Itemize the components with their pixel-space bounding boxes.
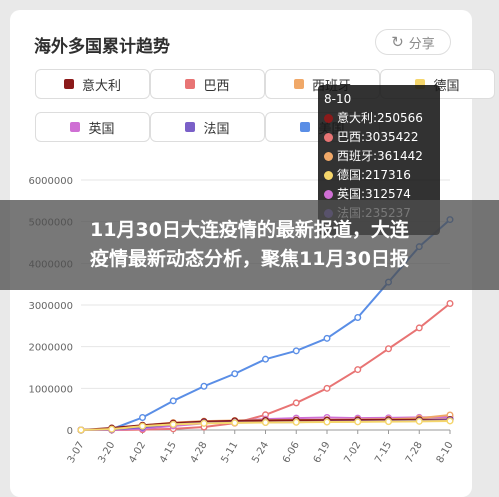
- data-point[interactable]: [169, 420, 177, 428]
- legend-swatch: [63, 79, 74, 89]
- legend-swatch: [185, 122, 196, 132]
- y-tick-label: 0: [67, 426, 73, 437]
- tooltip-series-dot: [324, 190, 333, 199]
- banner-line-2: 疫情最新动态分析，聚焦11月30日报: [90, 248, 409, 270]
- tooltip-series-dot: [324, 133, 333, 142]
- tooltip-row: 英国:312574: [324, 185, 434, 204]
- data-point[interactable]: [354, 366, 362, 374]
- tooltip-row-text: 西班牙:361442: [337, 149, 423, 163]
- y-tick-label: 1000000: [28, 384, 73, 395]
- x-tick-label: 3-07: [66, 440, 87, 465]
- chart-title: 海外多国累计趋势: [34, 37, 170, 57]
- tooltip-row: 巴西:3035422: [324, 128, 434, 147]
- data-point[interactable]: [138, 422, 146, 430]
- refresh-share-icon: ↻: [391, 32, 404, 51]
- share-label: 分享: [408, 36, 435, 52]
- y-tick-label: 2000000: [28, 343, 73, 354]
- data-point[interactable]: [231, 419, 239, 427]
- data-point[interactable]: [323, 334, 331, 342]
- data-point[interactable]: [77, 426, 85, 434]
- banner-line-1: 11月30日大连疫情的最新报道，大连: [90, 219, 409, 241]
- legend-label: 巴西: [203, 78, 230, 94]
- legend-item[interactable]: 巴西: [150, 69, 265, 99]
- data-point[interactable]: [262, 355, 270, 363]
- data-point[interactable]: [200, 382, 208, 390]
- x-tick-label: 7-28: [404, 440, 425, 465]
- x-tick-label: 6-19: [312, 440, 333, 465]
- tooltip-row: 意大利:250566: [324, 109, 434, 128]
- data-point[interactable]: [292, 418, 300, 426]
- tooltip-row-text: 巴西:3035422: [337, 130, 419, 144]
- x-tick-label: 4-28: [189, 440, 210, 465]
- x-tick-label: 6-06: [281, 440, 302, 465]
- legend-label: 英国: [88, 121, 115, 137]
- x-tick-label: 5-24: [250, 440, 271, 465]
- data-point[interactable]: [354, 314, 362, 322]
- tooltip-row: 西班牙:361442: [324, 147, 434, 166]
- tooltip-row-text: 德国:217316: [337, 168, 411, 182]
- data-point[interactable]: [169, 397, 177, 405]
- x-tick-label: 4-15: [158, 440, 179, 465]
- legend-label: 法国: [203, 121, 230, 137]
- tooltip-row: 德国:217316: [324, 166, 434, 185]
- data-point[interactable]: [354, 418, 362, 426]
- legend-swatch: [185, 79, 196, 89]
- x-tick-label: 5-11: [219, 440, 240, 465]
- data-point[interactable]: [385, 345, 393, 353]
- data-point[interactable]: [108, 425, 116, 433]
- series-line: [81, 302, 451, 431]
- legend-swatch: [70, 122, 81, 132]
- data-point[interactable]: [231, 370, 239, 378]
- tooltip-row-text: 意大利:250566: [337, 111, 423, 125]
- tooltip-title: 8-10: [324, 92, 352, 106]
- data-point[interactable]: [446, 300, 454, 308]
- x-tick-label: 3-20: [96, 440, 117, 465]
- x-tick-label: 7-02: [342, 440, 363, 465]
- data-point[interactable]: [323, 418, 331, 426]
- tooltip-series-dot: [324, 114, 333, 123]
- y-tick-label: 6000000: [28, 176, 73, 187]
- data-point[interactable]: [415, 324, 423, 332]
- data-point[interactable]: [415, 417, 423, 425]
- y-tick-label: 3000000: [28, 301, 73, 312]
- x-tick-label: 8-10: [435, 440, 456, 465]
- data-point[interactable]: [446, 417, 454, 425]
- data-point[interactable]: [292, 347, 300, 355]
- data-point[interactable]: [262, 419, 270, 427]
- legend-item[interactable]: 英国: [35, 112, 150, 142]
- share-button[interactable]: ↻ 分享: [375, 29, 451, 55]
- legend-item[interactable]: 意大利: [35, 69, 150, 99]
- tooltip-row-text: 英国:312574: [337, 187, 411, 201]
- data-point[interactable]: [200, 419, 208, 427]
- legend-swatch: [415, 79, 426, 89]
- tooltip-series-dot: [324, 152, 333, 161]
- legend-item[interactable]: 法国: [150, 112, 265, 142]
- article-title-banner: 11月30日大连疫情的最新报道，大连 疫情最新动态分析，聚焦11月30日报: [0, 200, 499, 290]
- data-point[interactable]: [385, 418, 393, 426]
- x-tick-label: 7-15: [373, 440, 394, 465]
- data-point[interactable]: [323, 384, 331, 392]
- legend-swatch: [300, 122, 311, 132]
- data-point[interactable]: [138, 414, 146, 422]
- legend-label: 意大利: [81, 78, 121, 94]
- legend-swatch: [293, 79, 304, 89]
- x-tick-label: 4-02: [127, 440, 148, 465]
- data-point[interactable]: [292, 399, 300, 407]
- tooltip-series-dot: [324, 171, 333, 180]
